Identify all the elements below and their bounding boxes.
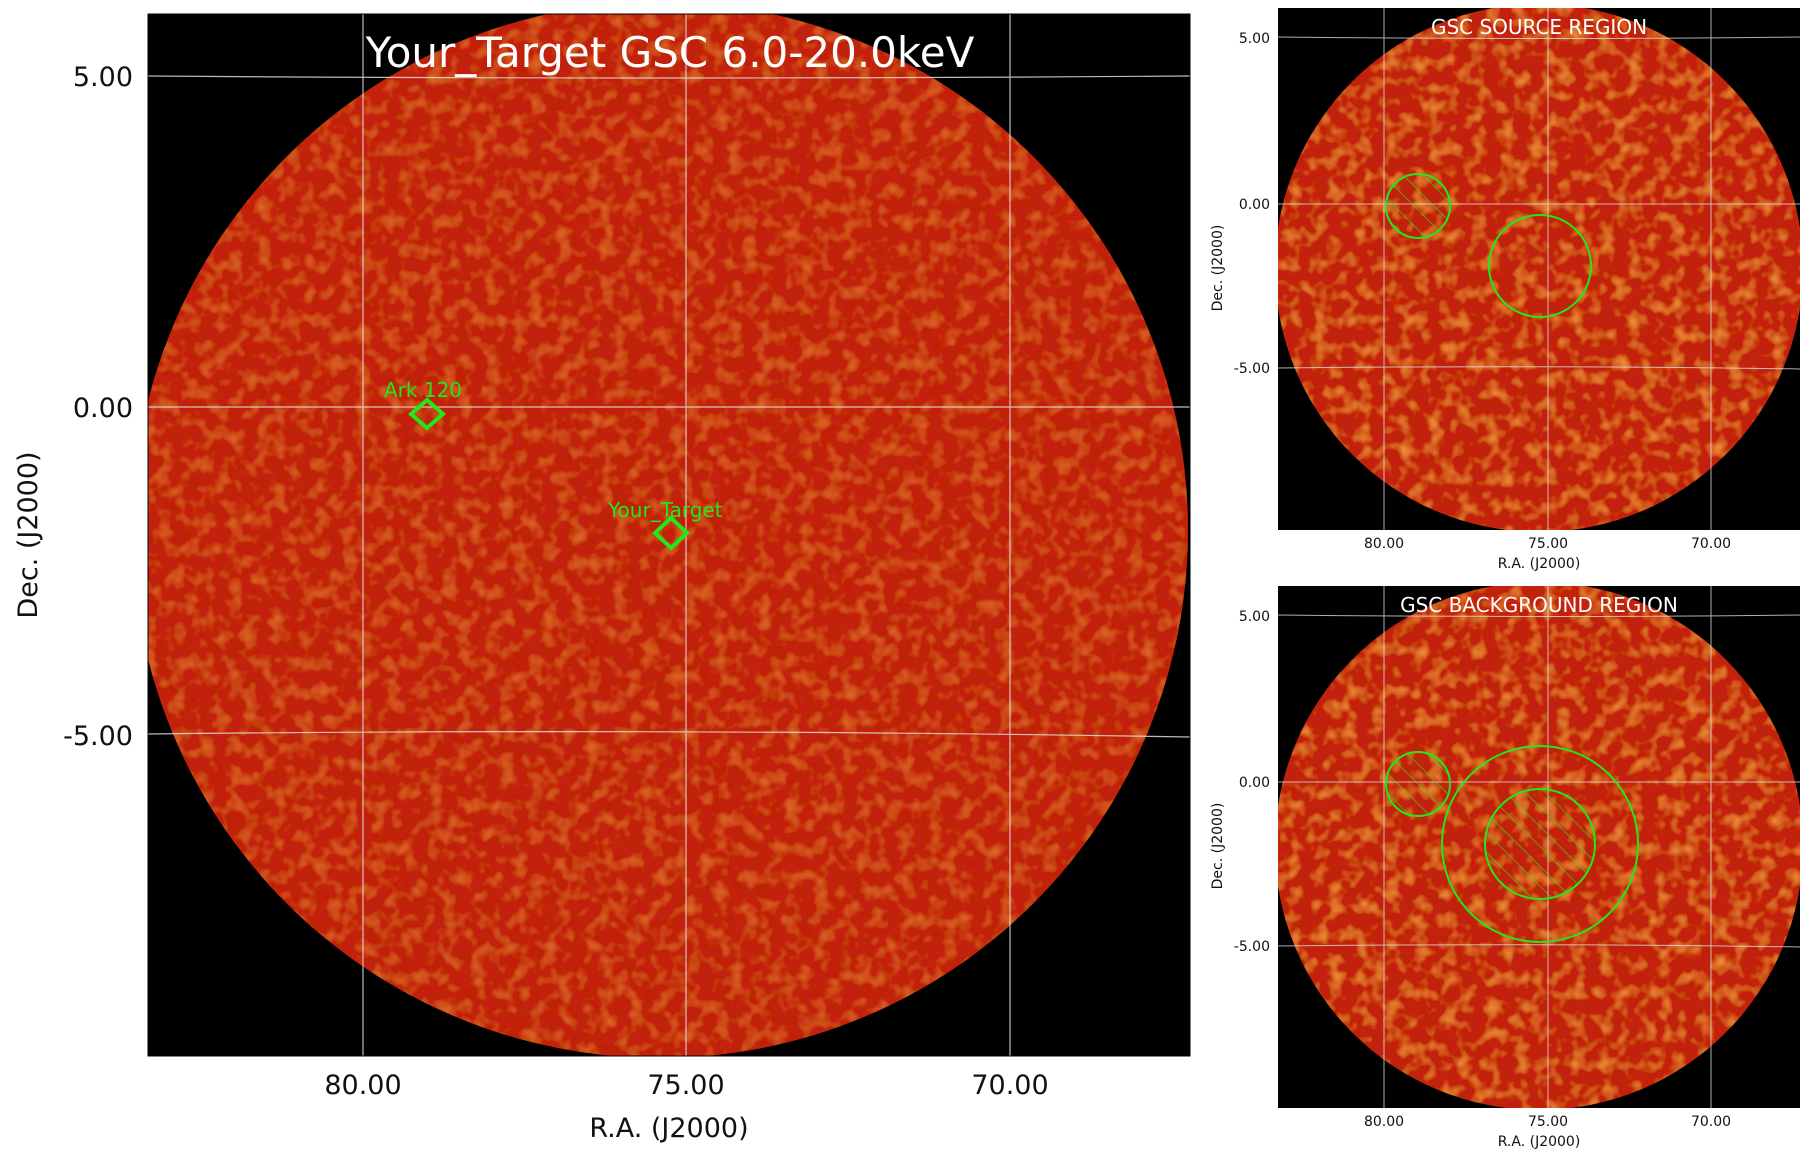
main-exposure-texture: [148, 14, 1188, 1056]
background-y-tick-0: 0.00: [1239, 775, 1270, 791]
source-y-axis-label: Dec. (J2000): [1210, 225, 1226, 312]
source-x-axis-label: R.A. (J2000): [1498, 556, 1581, 572]
background-y-tick-5: 5.00: [1239, 609, 1270, 625]
source-exposure-disc: [1278, 8, 1800, 530]
main-x-tick-75: 75.00: [647, 1070, 724, 1101]
marker-your-target-diamond: [652, 515, 690, 551]
background-y-tick-neg5: -5.00: [1234, 939, 1270, 955]
source-x-tick-70: 70.00: [1691, 536, 1731, 552]
source-region-map: GSC SOURCE REGION 80.00 75.00 70.00 5.00…: [1210, 8, 1800, 572]
source-y-tick-neg5: -5.00: [1234, 361, 1270, 377]
main-y-tick-neg5: -5.00: [63, 721, 133, 752]
main-y-tick-5: 5.00: [73, 62, 133, 93]
background-annulus-outer[interactable]: [1441, 745, 1639, 943]
main-y-axis-label: Dec. (J2000): [13, 451, 44, 618]
marker-your-target[interactable]: Your_Target: [607, 498, 723, 551]
marker-ark120[interactable]: Ark 120: [384, 378, 462, 431]
background-excluded-source-region[interactable]: [1484, 788, 1596, 900]
main-map-frame: [147, 13, 1191, 1057]
main-coordinate-grid: [148, 14, 1190, 1056]
source-y-tick-0: 0.00: [1239, 197, 1270, 213]
source-extraction-region[interactable]: [1488, 214, 1592, 318]
background-panel-title: GSC BACKGROUND REGION: [1400, 593, 1678, 617]
main-title: Your_Target GSC 6.0-20.0keV: [365, 28, 975, 77]
source-x-tick-75: 75.00: [1528, 536, 1568, 552]
background-region-map: GSC BACKGROUND REGION 80.00 75.00 70.00 …: [1210, 586, 1800, 1150]
background-x-tick-70: 70.00: [1691, 1114, 1731, 1130]
source-coordinate-grid: [1278, 8, 1800, 530]
main-sky-map: Ark 120 Your_Target Your_Target GSC 6.0-…: [13, 13, 1191, 1144]
main-x-tick-70: 70.00: [971, 1070, 1048, 1101]
background-x-axis-label: R.A. (J2000): [1498, 1134, 1581, 1150]
main-x-axis-label: R.A. (J2000): [589, 1113, 748, 1144]
source-panel-title: GSC SOURCE REGION: [1431, 15, 1647, 39]
marker-ark120-label: Ark 120: [384, 378, 462, 402]
source-excluded-ark120-region[interactable]: [1385, 173, 1451, 239]
background-excluded-ark120-region[interactable]: [1385, 751, 1451, 817]
marker-ark120-diamond: [407, 397, 447, 431]
main-x-tick-80: 80.00: [324, 1070, 401, 1101]
background-y-axis-label: Dec. (J2000): [1210, 803, 1226, 890]
source-y-tick-5: 5.00: [1239, 31, 1270, 47]
background-x-tick-75: 75.00: [1528, 1114, 1568, 1130]
marker-your-target-label: Your_Target: [607, 498, 723, 522]
main-y-tick-0: 0.00: [73, 393, 133, 424]
source-x-tick-80: 80.00: [1364, 536, 1404, 552]
background-x-tick-80: 80.00: [1364, 1114, 1404, 1130]
